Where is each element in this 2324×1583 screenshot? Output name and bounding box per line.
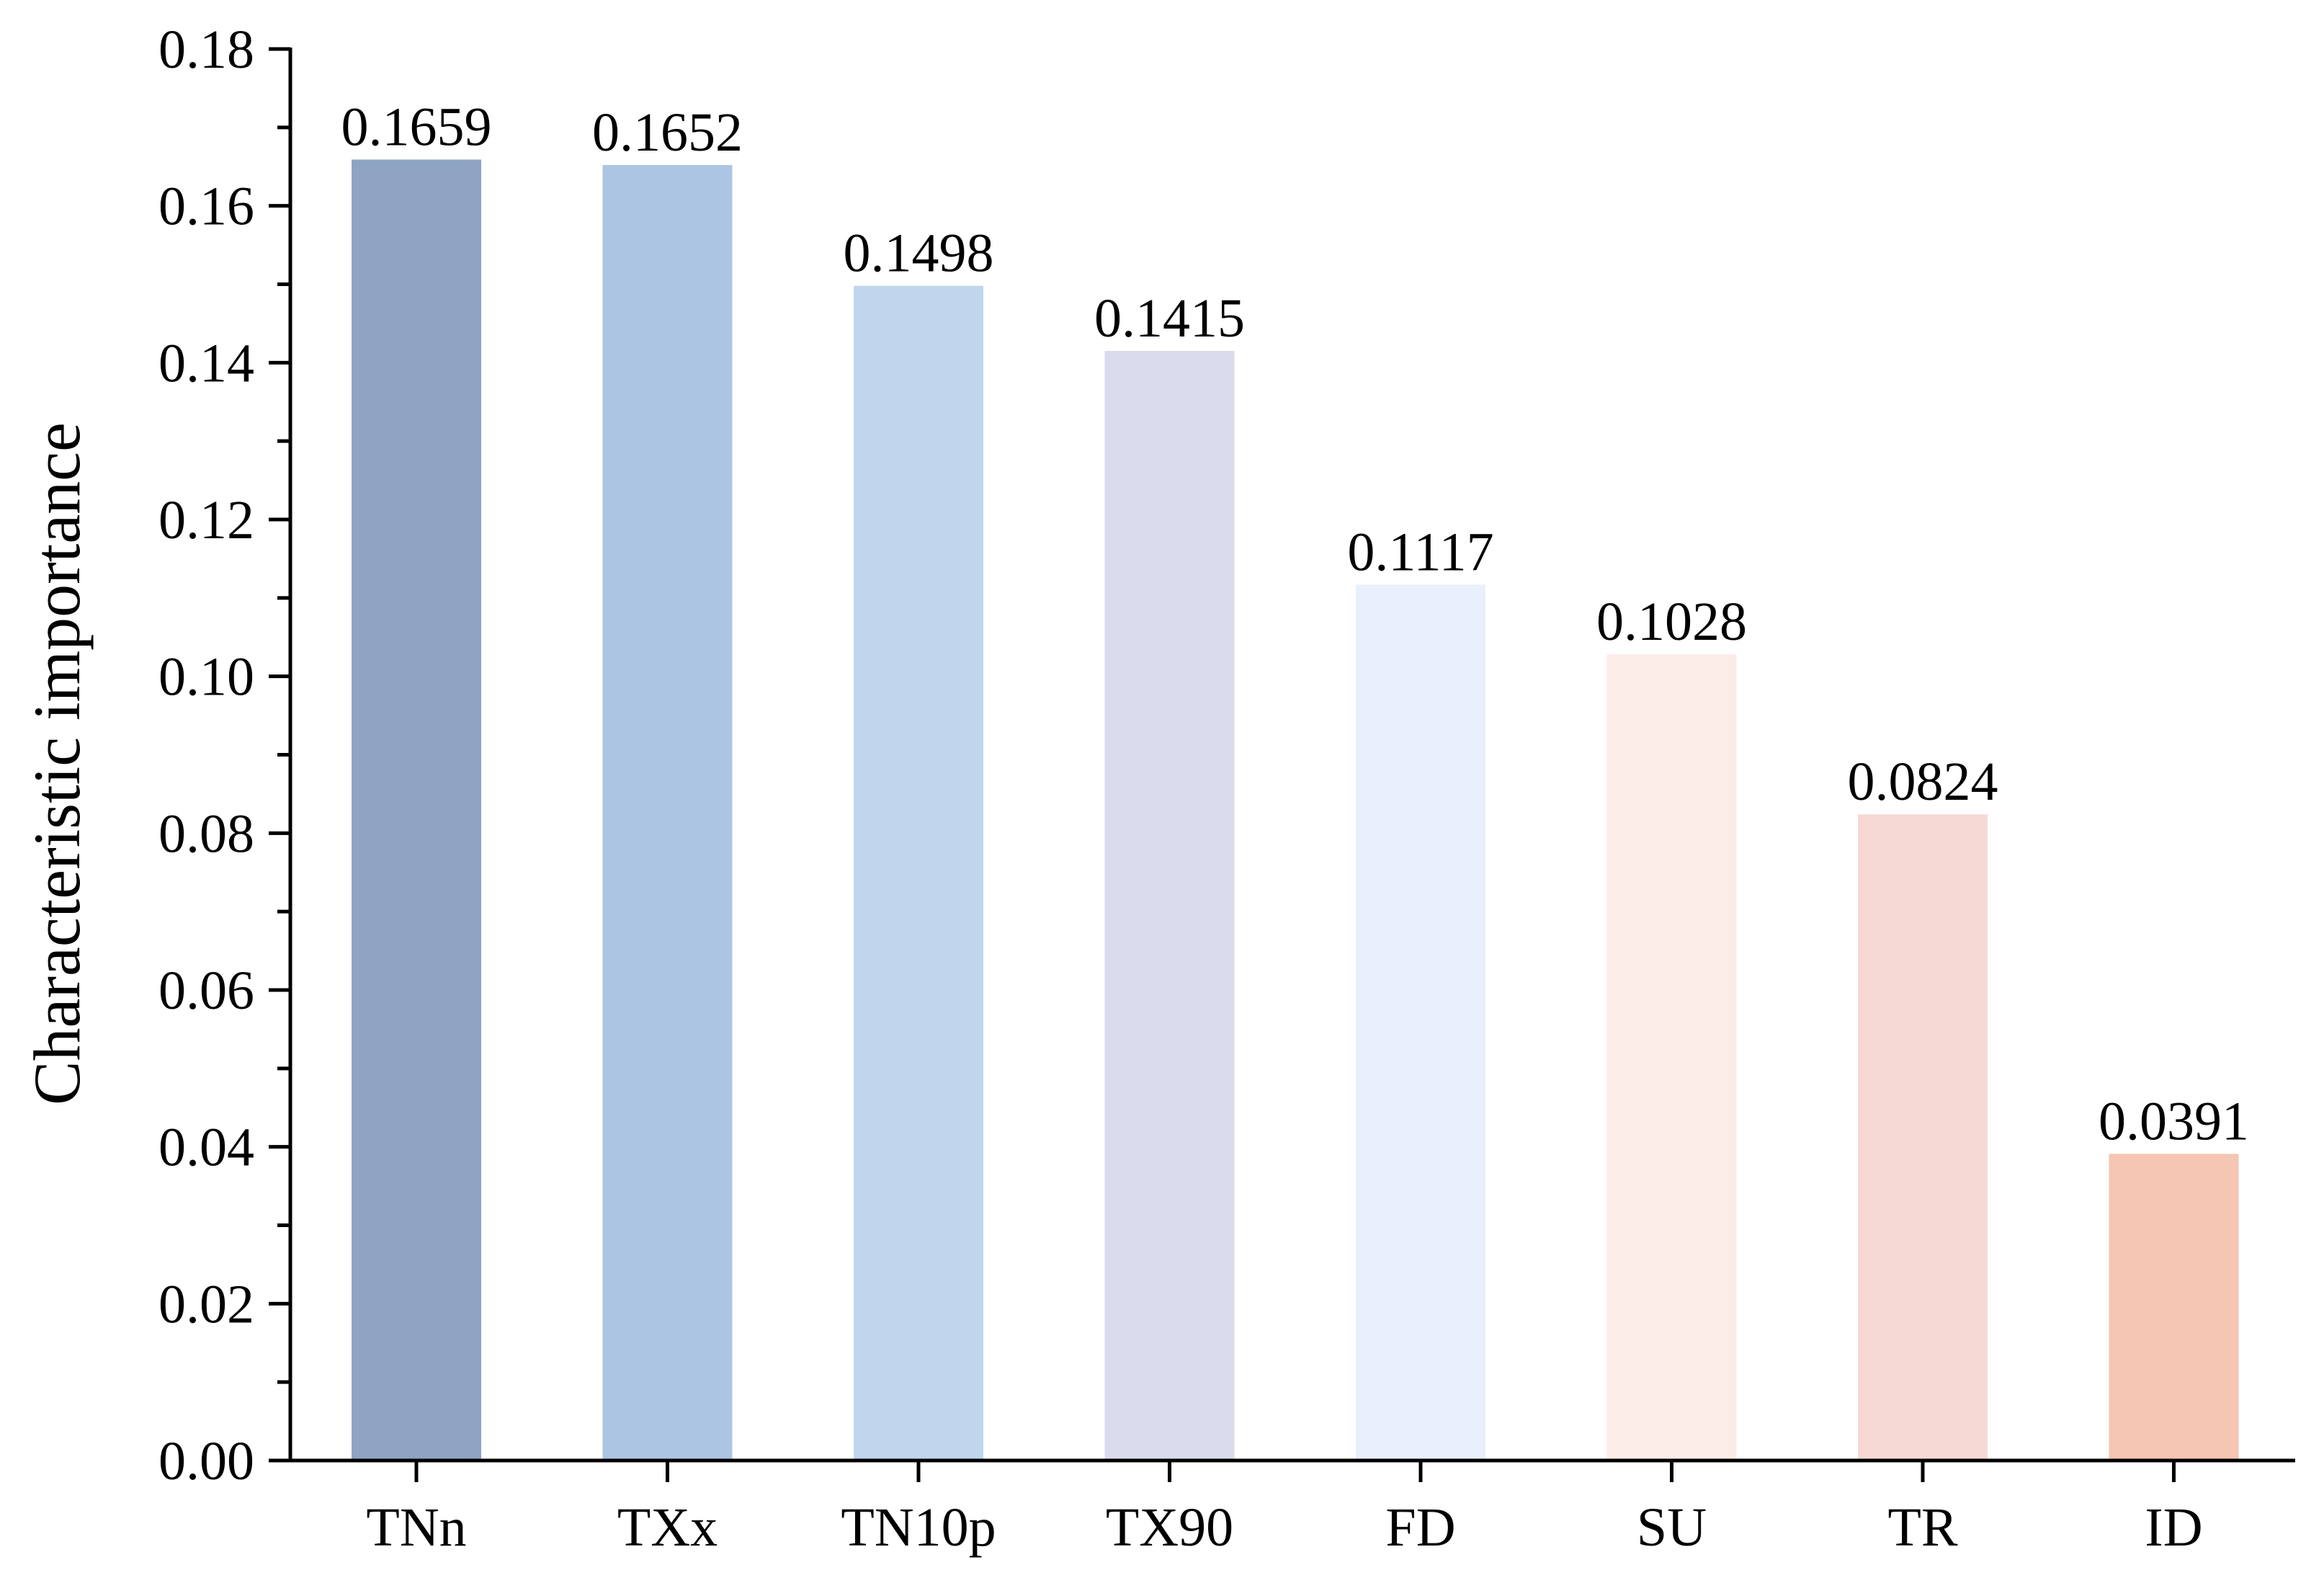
bar-id — [2109, 1154, 2239, 1461]
value-label-tr: 0.0824 — [1848, 752, 1998, 812]
value-label-txx: 0.1652 — [592, 102, 743, 163]
bar-tr — [1858, 814, 1988, 1461]
y-tick-label: 0.14 — [158, 333, 254, 393]
bar-txx — [602, 165, 733, 1461]
x-tick-label-fd: FD — [1385, 1497, 1455, 1558]
y-ticks-layer: 0.00 0.02 0.04 0.06 0.08 0.10 0.12 0.14 0.16 0.18 — [158, 19, 290, 1491]
x-tick-label-id: ID — [2145, 1497, 2202, 1558]
bars-layer — [352, 159, 2239, 1461]
x-tick-label-txx: TXx — [617, 1497, 718, 1558]
y-tick-label: 0.02 — [158, 1274, 254, 1334]
bar-tx90 — [1104, 351, 1235, 1461]
y-tick-label: 0.10 — [158, 647, 254, 708]
value-label-id: 0.0391 — [2099, 1091, 2249, 1151]
y-tick-label: 0.04 — [158, 1118, 254, 1178]
y-tick-label: 0.18 — [158, 19, 254, 80]
x-tick-label-tnn: TNn — [366, 1497, 466, 1558]
x-tick-label-tr: TR — [1887, 1497, 1957, 1558]
bar-su — [1606, 654, 1737, 1461]
y-axis-title: Characteristic importance — [20, 422, 94, 1105]
y-tick-label: 0.12 — [158, 490, 254, 550]
y-tick-label: 0.00 — [158, 1431, 254, 1491]
value-label-tnn: 0.1659 — [341, 97, 492, 157]
value-label-tn10p: 0.1498 — [844, 223, 994, 284]
y-axis-title-group: Characteristic importance — [20, 422, 94, 1105]
value-labels-layer: 0.1659 0.1652 0.1498 0.1415 0.1117 0.1028 0.08… — [341, 97, 2250, 1151]
y-tick-label: 0.06 — [158, 960, 254, 1021]
y-tick-label: 0.16 — [158, 177, 254, 237]
x-tick-label-tn10p: TN10p — [841, 1497, 996, 1558]
value-label-tx90: 0.1415 — [1094, 288, 1245, 349]
x-ticks-layer: TNn TXx TN10p TX90 FD SU TR ID — [366, 1461, 2203, 1558]
bar-tn10p — [854, 285, 983, 1461]
bar-fd — [1356, 584, 1485, 1461]
x-tick-label-su: SU — [1637, 1497, 1707, 1558]
value-label-su: 0.1028 — [1596, 592, 1747, 652]
bar-tnn — [352, 159, 481, 1461]
value-label-fd: 0.1117 — [1347, 522, 1493, 582]
x-tick-label-tx90: TX90 — [1106, 1497, 1233, 1558]
y-tick-label: 0.08 — [158, 803, 254, 864]
